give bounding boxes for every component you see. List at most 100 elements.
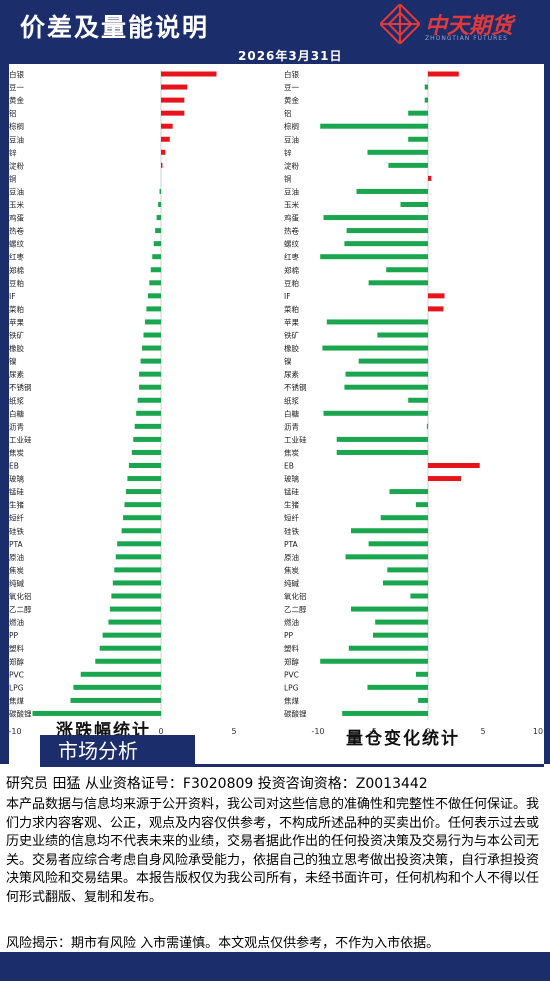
category-label: IF <box>284 292 291 301</box>
bar-淀粉 <box>388 162 428 168</box>
bar-郑棉 <box>150 267 161 273</box>
category-label: PVC <box>284 670 299 679</box>
x-tick-label: 0 <box>158 727 163 736</box>
category-label: 白银 <box>9 69 24 79</box>
bar-橡胶 <box>142 345 161 351</box>
x-tick-label: -5 <box>84 727 92 736</box>
bar-沥青 <box>426 423 428 429</box>
bar-锌 <box>367 149 428 155</box>
category-label: PTA <box>9 540 24 549</box>
bar-玉米 <box>400 202 428 207</box>
category-label: 工业硅 <box>284 434 307 444</box>
category-label: 棕榈 <box>9 121 24 131</box>
category-label: 氧化铝 <box>284 591 307 601</box>
bar-燃油 <box>108 619 161 625</box>
bar-原油 <box>115 554 161 560</box>
bar-豆粕 <box>149 280 161 286</box>
bar-豆油 <box>161 136 170 142</box>
category-label: 纯碱 <box>9 578 24 588</box>
bar-PTA <box>117 541 161 547</box>
bar-PTA <box>368 541 428 547</box>
category-label: 鸡蛋 <box>284 213 299 223</box>
category-label: 铁矿 <box>9 330 24 340</box>
category-label: 郑棉 <box>284 265 299 275</box>
position-change-chart: 白银豆一黄金铝棕榈豆油锌淀粉铜豆油玉米鸡蛋热卷螺纹红枣郑棉豆粕IF菜粕苹果铁矿橡… <box>284 69 543 736</box>
bar-豆一 <box>161 84 188 90</box>
bar-棕榈 <box>161 123 173 129</box>
bar-热卷 <box>346 228 428 234</box>
category-label: 碳酸锂 <box>284 708 307 718</box>
bar-焦炭 <box>131 449 161 455</box>
category-label: 郑醇 <box>9 656 24 666</box>
chart-title-position-change: 量仓变化统计 <box>346 729 460 749</box>
bar-豆粕 <box>368 280 428 286</box>
risk-notice: 风险揭示：期市有风险 入市需谨慎。本文观点仅供参考，不作为入市依据。 <box>6 936 440 951</box>
category-label: 原油 <box>9 552 24 562</box>
bar-EB <box>128 463 161 468</box>
category-label: 苹果 <box>9 317 24 327</box>
category-label: 纸浆 <box>284 395 299 405</box>
category-label: 豆油 <box>9 186 24 196</box>
category-label: 白糖 <box>9 408 24 418</box>
category-label: 豆油 <box>284 134 299 144</box>
x-tick-label: 0 <box>425 727 430 736</box>
bar-豆油 <box>159 188 161 194</box>
category-label: 塑料 <box>9 643 24 653</box>
bar-硅铁 <box>121 528 161 534</box>
bar-棕榈 <box>320 123 428 129</box>
category-label: 螺纹 <box>9 239 24 249</box>
bar-PVC <box>415 671 428 677</box>
x-tick-label: 5 <box>231 727 236 736</box>
bar-玻璃 <box>428 476 461 482</box>
category-label: 工业硅 <box>9 434 32 444</box>
bar-不锈钢 <box>344 384 428 390</box>
category-label: 棕榈 <box>284 121 299 131</box>
category-label: 锌 <box>284 147 292 157</box>
bar-乙二醇 <box>351 606 428 612</box>
bar-IF <box>428 293 445 299</box>
category-label: 原油 <box>284 552 299 562</box>
x-tick-label: -10 <box>311 727 324 736</box>
category-label: 铁矿 <box>284 330 299 340</box>
category-label: PVC <box>9 670 24 679</box>
bar-LPG <box>73 684 161 690</box>
category-label: LPG <box>9 683 24 692</box>
bar-橡胶 <box>322 345 428 351</box>
category-label: 热卷 <box>284 226 299 236</box>
section-divider <box>40 764 544 767</box>
disclaimer-text: 本产品数据与信息均来源于公开资料，我公司对这些信息的准确性和完整性不做任何保证。… <box>6 797 540 905</box>
category-label: 淀粉 <box>9 160 24 170</box>
category-label: 铜 <box>284 173 292 183</box>
category-label: 菜粕 <box>9 304 24 314</box>
bar-乙二醇 <box>109 606 161 612</box>
category-label: 不锈钢 <box>284 382 307 392</box>
category-label: 焦炭 <box>284 565 299 575</box>
category-label: 铝 <box>9 108 17 118</box>
bar-铝 <box>408 110 428 116</box>
bar-碳酸锂 <box>32 710 161 716</box>
category-label: 白银 <box>284 69 299 79</box>
category-label: 郑醇 <box>284 656 299 666</box>
category-label: 苹果 <box>284 317 299 327</box>
bar-焦煤 <box>70 697 161 703</box>
bar-塑料 <box>348 645 428 651</box>
category-label: 沥青 <box>9 421 24 431</box>
category-label: 生猪 <box>9 500 24 510</box>
category-label: 豆油 <box>9 134 24 144</box>
bar-螺纹 <box>153 241 161 247</box>
bar-塑料 <box>99 645 161 651</box>
x-tick-label: -5 <box>369 727 377 736</box>
category-label: 豆一 <box>284 83 299 92</box>
bar-淀粉 <box>161 162 163 168</box>
category-label: 铜 <box>9 173 17 183</box>
bar-镍 <box>358 358 428 364</box>
bar-焦煤 <box>418 697 428 703</box>
bar-不锈钢 <box>139 384 161 390</box>
category-label: 玻璃 <box>284 474 299 484</box>
brand-logo-text: 中天期货 <box>425 14 514 39</box>
category-label: 白糖 <box>284 408 299 418</box>
bar-锌 <box>161 149 166 155</box>
bar-焦炭 <box>387 567 428 573</box>
bar-尿素 <box>139 371 161 377</box>
category-label: 锰硅 <box>284 487 299 497</box>
